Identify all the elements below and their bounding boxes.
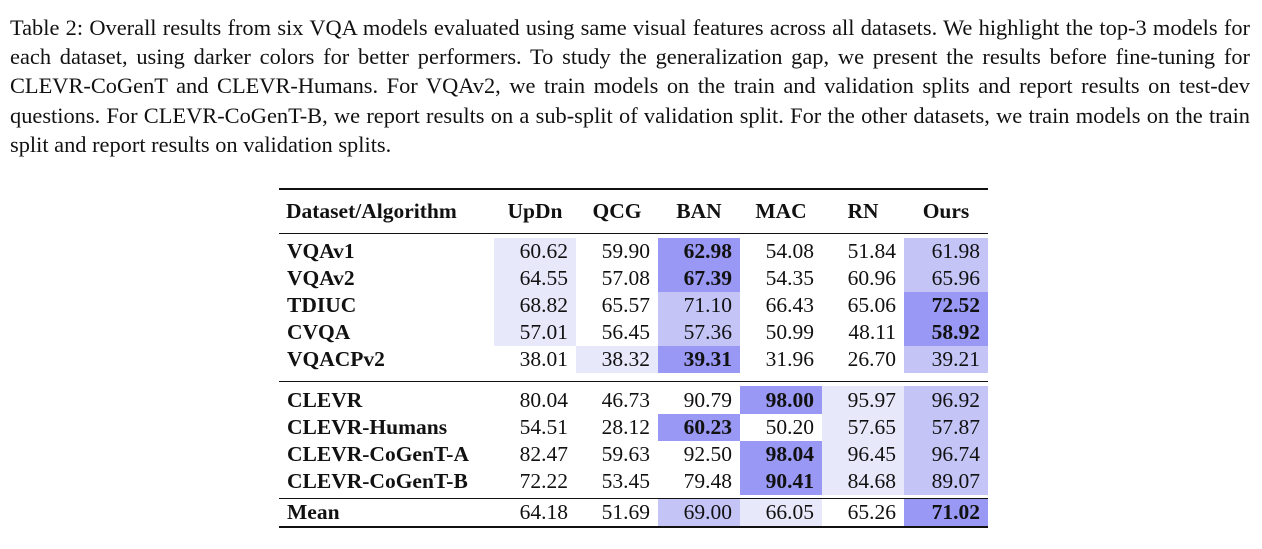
table-row: CVQA 57.01 56.45 57.36 50.99 48.11 58.92 [279, 319, 988, 347]
dataset-name-cell: CVQA [287, 320, 351, 345]
score-cell: 39.31 [658, 346, 740, 374]
table-row: CLEVR 80.04 46.73 90.79 98.00 95.97 96.92 [279, 386, 988, 414]
score-cell: 67.39 [658, 264, 740, 292]
score-cell: 92.50 [683, 441, 732, 466]
score-cell: 59.90 [601, 238, 650, 263]
score-cell: 60.62 [494, 237, 576, 265]
score-cell: 57.65 [822, 413, 904, 441]
table-row: CLEVR-CoGenT-B 72.22 53.45 79.48 90.41 84.68 8… [279, 468, 988, 496]
dataset-name-cell: VQAv2 [287, 265, 355, 290]
results-table: Dataset/Algorithm UpDn QCG BAN MAC RN Ou… [279, 188, 988, 528]
score-cell: 39.21 [904, 346, 988, 374]
score-cell: 57.87 [904, 413, 988, 441]
score-cell: 62.98 [658, 237, 740, 265]
score-cell: 79.48 [683, 469, 732, 494]
table-caption: Table 2: Overall results from six VQA mo… [10, 15, 1250, 157]
dataset-name-cell: CLEVR-CoGenT-A [287, 441, 469, 466]
mean-separator [279, 495, 988, 500]
score-cell: 71.10 [658, 291, 740, 320]
score-cell: 64.18 [519, 499, 568, 524]
score-cell: 60.96 [847, 265, 896, 290]
score-cell: 82.47 [519, 441, 568, 466]
score-cell: 50.20 [765, 414, 814, 439]
header-dataset-algorithm: Dataset/Algorithm [286, 198, 457, 223]
table-row: VQAv2 64.55 57.08 67.39 54.35 60.96 65.96 [279, 264, 988, 292]
score-cell: 90.41 [740, 468, 822, 496]
score-cell: 26.70 [847, 347, 896, 372]
score-cell: 54.35 [765, 265, 814, 290]
dataset-name-cell: VQAv1 [287, 238, 355, 263]
table-row: VQAv1 60.62 59.90 62.98 54.08 51.84 61.98 [279, 237, 988, 265]
score-cell: 96.92 [904, 386, 988, 414]
header-model-ban: BAN [676, 198, 722, 223]
score-cell: 84.68 [822, 468, 904, 496]
score-cell: 65.26 [847, 499, 896, 524]
dataset-name-cell: TDIUC [287, 292, 357, 317]
score-cell: 98.00 [740, 386, 822, 414]
dataset-name-cell: Mean [287, 499, 340, 524]
score-cell: 61.98 [904, 237, 988, 265]
score-cell: 48.11 [848, 320, 896, 345]
score-cell: 59.63 [601, 441, 650, 466]
table-row: VQACPv2 38.01 38.32 39.31 31.96 26.70 39.21 [279, 346, 988, 374]
score-cell: 56.45 [601, 320, 650, 345]
table-header-row: Dataset/Algorithm UpDn QCG BAN MAC RN Ou… [279, 189, 988, 233]
table-row: Mean 64.18 51.69 69.00 66.05 65.26 71.02 [279, 498, 988, 527]
score-cell: 51.69 [601, 499, 650, 524]
header-model-rn: RN [847, 198, 879, 223]
score-cell: 38.01 [519, 347, 568, 372]
score-cell: 96.45 [822, 440, 904, 468]
score-cell: 65.96 [904, 264, 988, 292]
score-cell: 95.97 [822, 386, 904, 414]
table-row: TDIUC 68.82 65.57 71.10 66.43 65.06 72.52 [279, 291, 988, 320]
score-cell: 64.55 [494, 264, 576, 292]
score-cell: 89.07 [904, 468, 988, 496]
score-cell: 69.00 [658, 498, 740, 527]
score-cell: 57.36 [658, 319, 740, 347]
score-cell: 90.79 [683, 387, 732, 412]
score-cell: 53.45 [601, 469, 650, 494]
score-cell: 98.04 [740, 440, 822, 468]
table-row: CLEVR-CoGenT-A 82.47 59.63 92.50 98.04 96.45 9… [279, 440, 988, 468]
score-cell: 68.82 [494, 291, 576, 320]
score-cell: 38.32 [576, 346, 658, 374]
score-cell: 60.23 [658, 413, 740, 441]
score-cell: 66.43 [765, 292, 814, 317]
dataset-name-cell: CLEVR-CoGenT-B [287, 469, 468, 494]
group-separator [279, 373, 988, 383]
score-cell: 96.74 [904, 440, 988, 468]
header-model-updn: UpDn [507, 198, 563, 223]
score-cell: 72.52 [904, 291, 988, 320]
score-cell: 65.57 [601, 292, 650, 317]
score-cell: 72.22 [519, 469, 568, 494]
score-cell: 51.84 [847, 238, 896, 263]
header-model-mac: MAC [755, 198, 807, 223]
score-cell: 71.02 [904, 498, 988, 527]
score-cell: 46.73 [601, 387, 650, 412]
dataset-name-cell: CLEVR [287, 387, 363, 412]
score-cell: 54.08 [765, 238, 814, 263]
score-cell: 50.99 [765, 320, 814, 345]
dataset-name-cell: CLEVR-Humans [287, 414, 448, 439]
header-model-qcg: QCG [592, 198, 642, 223]
score-cell: 54.51 [519, 414, 568, 439]
table-body: VQAv1 60.62 59.90 62.98 54.08 51.84 61.98 VQAv2… [279, 233, 988, 527]
header-model-ours: Ours [922, 198, 970, 223]
score-cell: 65.06 [847, 292, 896, 317]
score-cell: 58.92 [904, 319, 988, 347]
score-cell: 57.08 [601, 265, 650, 290]
score-cell: 57.01 [494, 319, 576, 347]
score-cell: 28.12 [601, 414, 650, 439]
dataset-name-cell: VQACPv2 [287, 347, 385, 372]
score-cell: 66.05 [740, 498, 822, 527]
table-row: CLEVR-Humans 54.51 28.12 60.23 50.20 57.65 57.… [279, 413, 988, 441]
score-cell: 80.04 [519, 387, 568, 412]
score-cell: 31.96 [765, 347, 814, 372]
